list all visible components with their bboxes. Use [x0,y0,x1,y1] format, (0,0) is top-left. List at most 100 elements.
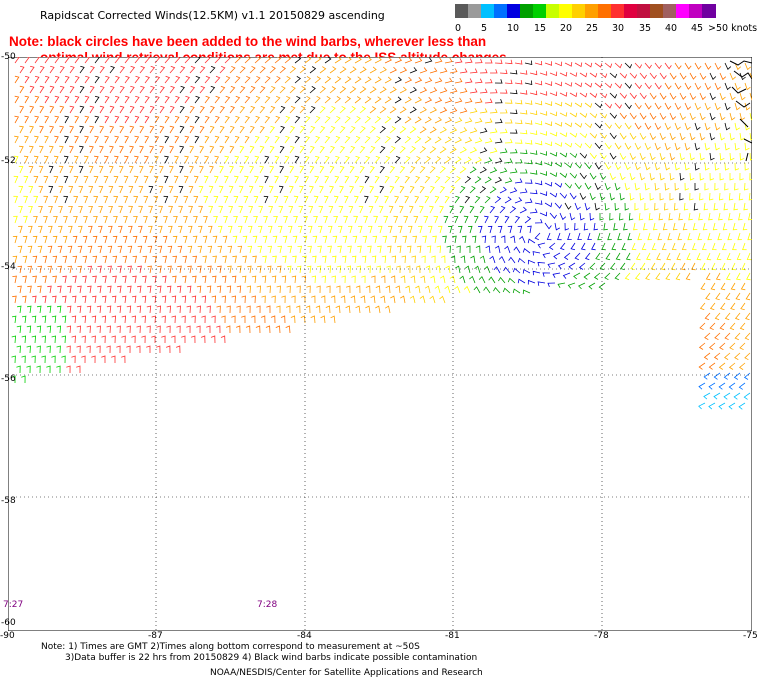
wind-barb [399,145,406,154]
wind-barb [359,106,367,114]
wind-barb [584,82,593,88]
wind-barb [409,185,415,194]
wind-barb [223,195,229,204]
wind-barb [139,65,146,74]
wind-barb [684,162,690,171]
wind-barb [48,165,54,174]
wind-barb [464,195,471,204]
wind-barb [544,181,553,187]
wind-barb [108,206,113,214]
wind-barb [574,162,583,169]
wind-barb [261,295,266,304]
wind-barb [631,242,637,251]
wind-barb [557,262,566,270]
wind-barb [78,185,84,194]
wind-barb [589,172,597,180]
wind-barb [168,185,174,194]
wind-barb [89,105,95,114]
wind-barb [452,235,457,244]
wind-barb [599,192,606,201]
wind-barb [534,232,541,241]
wind-barb [102,235,108,244]
wind-barb [102,255,108,264]
wind-barb [634,62,643,69]
wind-barb [379,66,387,74]
wind-barb [440,255,446,264]
wind-barb [377,245,382,254]
wind-barb [396,265,401,274]
wind-barb [27,245,33,254]
wind-barb [342,235,348,244]
wind-barb [742,222,748,231]
wind-barb [129,125,135,134]
wind-barb [23,215,28,224]
wind-barb [325,305,331,314]
wind-barb [124,155,129,164]
wind-barb [724,162,730,171]
wind-barb [118,185,124,194]
wind-barb [149,145,155,154]
wind-barb [651,242,657,251]
wind-barb [123,175,129,184]
wind-barb [244,95,251,104]
wind-barb [214,135,220,144]
wind-barb [544,141,553,147]
wind-barb [54,75,60,84]
wind-barb [88,225,93,234]
wind-barb [104,115,110,124]
wind-barb [229,165,234,174]
wind-barb [364,116,371,124]
wind-barb [559,132,568,138]
longitude-label: -84 [297,631,312,641]
wind-barb [499,186,507,194]
wind-barb [424,195,430,204]
wind-barb [51,355,56,364]
wind-barb [649,132,657,141]
wind-barb [359,125,366,134]
wind-barb [470,255,476,264]
wind-barb [118,165,124,174]
wind-barb [647,232,652,241]
wind-barb [724,332,731,341]
wind-barb [367,225,373,234]
wind-barb [54,135,59,144]
wind-barb [324,175,330,184]
wind-barb [489,147,498,154]
wind-barb [259,145,265,154]
wind-barb [87,265,93,274]
time-label: 7:27 [3,600,24,610]
wind-barb [323,195,329,204]
wind-barb [141,315,146,324]
wind-barb [679,132,686,141]
wind-barb [409,146,416,154]
wind-barb [62,255,68,264]
wind-barb [559,112,568,117]
wind-barb [743,372,751,380]
wind-barb [414,116,422,124]
wind-barb [498,276,506,284]
wind-barb [424,285,431,294]
wind-barbs [11,57,752,410]
wind-barb [699,72,707,80]
wind-barb [669,132,676,141]
wind-barb [139,125,145,134]
wind-barb [739,362,746,370]
wind-barb [354,195,359,204]
wind-barb [63,195,69,204]
wind-barb [627,232,632,241]
wind-barb [319,185,324,194]
wind-barb [84,115,90,124]
wind-barb [179,145,185,154]
wind-barb [554,162,563,168]
wind-barb [704,82,712,91]
wind-barb [309,105,316,114]
wind-barb [290,315,296,324]
wind-barb [639,92,647,100]
wind-barb [629,172,636,181]
wind-barb [63,155,69,164]
wind-barb [564,62,573,67]
wind-barb [424,116,432,124]
wind-barb [399,86,407,94]
wind-barb [589,192,596,201]
wind-barb [157,245,163,254]
